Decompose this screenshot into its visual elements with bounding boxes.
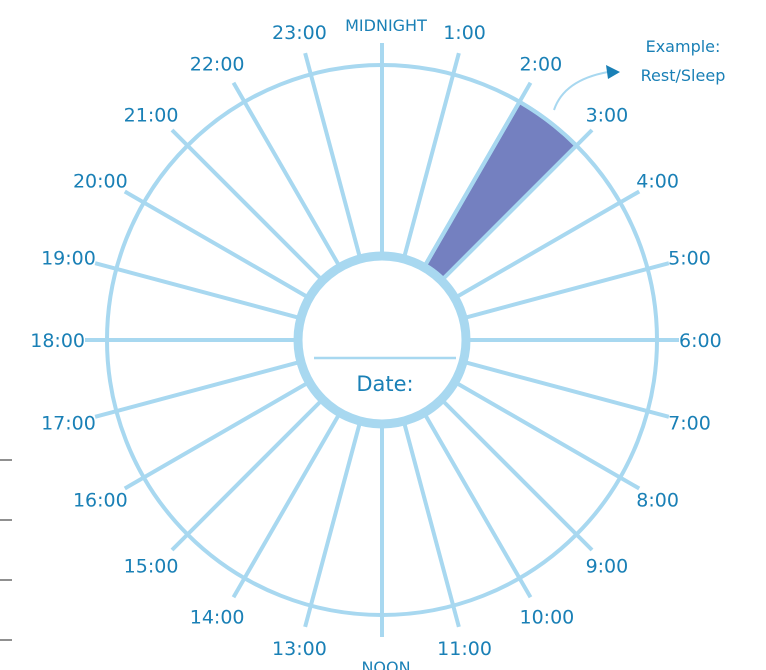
spoke-23: [303, 52, 363, 262]
example-title: Example:: [646, 37, 721, 56]
hour-label-4: 4:00: [636, 171, 679, 193]
hour-labels: MIDNIGHT 1:00 2:00 3:00 4:00 5:00 6:00 7:00 8:00…: [30, 16, 721, 670]
spoke-22: [231, 81, 343, 270]
hour-spokes: [85, 43, 679, 637]
hour-label-9: 9:00: [586, 556, 629, 578]
center-hub: [293, 251, 471, 429]
example-activity: Rest/Sleep: [641, 66, 726, 85]
note-lines: [0, 459, 12, 641]
spoke-15: [170, 396, 326, 552]
hour-label-12: NOON: [361, 658, 410, 670]
hour-label-7: 7:00: [668, 413, 711, 435]
hour-label-20: 20:00: [73, 171, 128, 193]
example-rest-sleep-wedge: [421, 99, 580, 284]
example-arrow-head-icon: [606, 65, 620, 79]
hour-label-16: 16:00: [73, 490, 128, 512]
hour-label-19: 19:00: [41, 247, 96, 269]
spoke-16: [123, 379, 312, 491]
example-arrow-curve: [553, 71, 609, 111]
hour-label-11: 11:00: [437, 638, 492, 660]
hour-label-17: 17:00: [41, 413, 96, 435]
spoke-20: [123, 189, 312, 301]
spoke-11: [401, 418, 461, 628]
hour-label-1: 1:00: [443, 22, 486, 44]
hour-label-3: 3:00: [586, 104, 629, 126]
spoke-4: [452, 189, 641, 301]
hour-label-13: 13:00: [272, 638, 327, 660]
spoke-19: [94, 261, 304, 321]
spoke-8: [452, 379, 641, 491]
hour-label-21: 21:00: [124, 104, 179, 126]
hour-label-15: 15:00: [124, 556, 179, 578]
spoke-3: [438, 128, 594, 284]
hour-label-6: 6:00: [679, 330, 722, 352]
spoke-2: [421, 81, 533, 270]
hour-label-5: 5:00: [668, 247, 711, 269]
spoke-1: [401, 52, 461, 262]
spoke-10: [421, 410, 533, 599]
hour-label-0: MIDNIGHT: [345, 16, 427, 35]
date-label: Date:: [356, 372, 413, 396]
spoke-21: [170, 128, 326, 284]
hour-label-18: 18:00: [30, 330, 85, 352]
spoke-9: [438, 396, 594, 552]
example-annotation: Example: Rest/Sleep: [553, 37, 726, 111]
spoke-13: [303, 418, 363, 628]
hour-label-14: 14:00: [190, 606, 245, 628]
spoke-7: [460, 359, 670, 419]
spoke-17: [94, 359, 304, 419]
hour-label-22: 22:00: [190, 54, 245, 76]
spoke-5: [460, 261, 670, 321]
hour-label-8: 8:00: [636, 490, 679, 512]
hour-label-23: 23:00: [272, 22, 327, 44]
hour-label-10: 10:00: [520, 606, 575, 628]
spoke-14: [231, 410, 343, 599]
hour-label-2: 2:00: [520, 54, 563, 76]
